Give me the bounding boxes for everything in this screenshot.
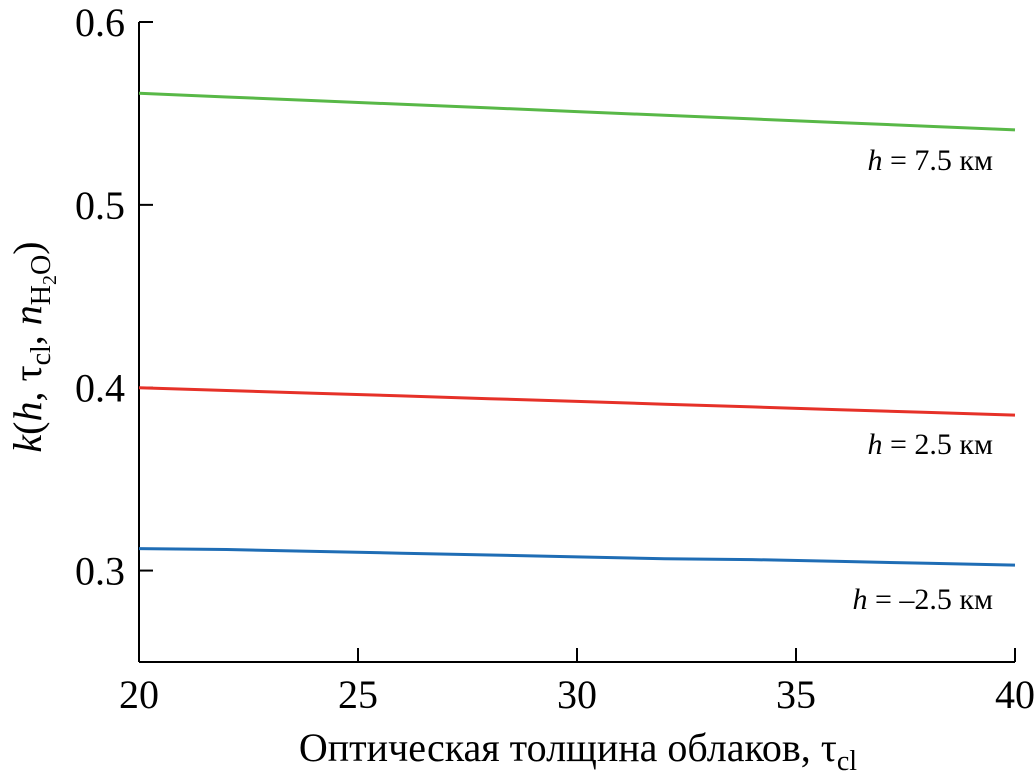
y-tick-label-1: 0.4 (75, 366, 125, 411)
x-ticks: 20 25 30 35 40 (119, 648, 1035, 717)
series-label-h75: h = 7.5 км (868, 144, 993, 177)
series-lines (138, 91, 1016, 567)
series-label-hm25: h = –2.5 км (853, 583, 993, 616)
y-axis-title: k(h, τcl, nH2O) (5, 241, 61, 452)
y-tick-label-3: 0.6 (75, 0, 125, 45)
x-tick-label-1: 25 (338, 672, 378, 717)
y-tick-label-0: 0.3 (75, 549, 125, 594)
x-tick-label-3: 35 (776, 672, 816, 717)
series-line-h25 (138, 386, 1016, 417)
series-line-h75 (138, 91, 1016, 132)
x-tick-label-4: 40 (995, 672, 1035, 717)
x-axis-title: Оптическая толщина облаков, τcl (299, 725, 857, 777)
y-tick-label-2: 0.5 (75, 183, 125, 228)
x-tick-label-2: 30 (557, 672, 597, 717)
series-line-hm25 (138, 547, 1016, 567)
series-label-h25: h = 2.5 км (868, 428, 993, 461)
x-tick-label-0: 20 (119, 672, 159, 717)
y-ticks: 0.3 0.4 0.5 0.6 (75, 0, 153, 594)
